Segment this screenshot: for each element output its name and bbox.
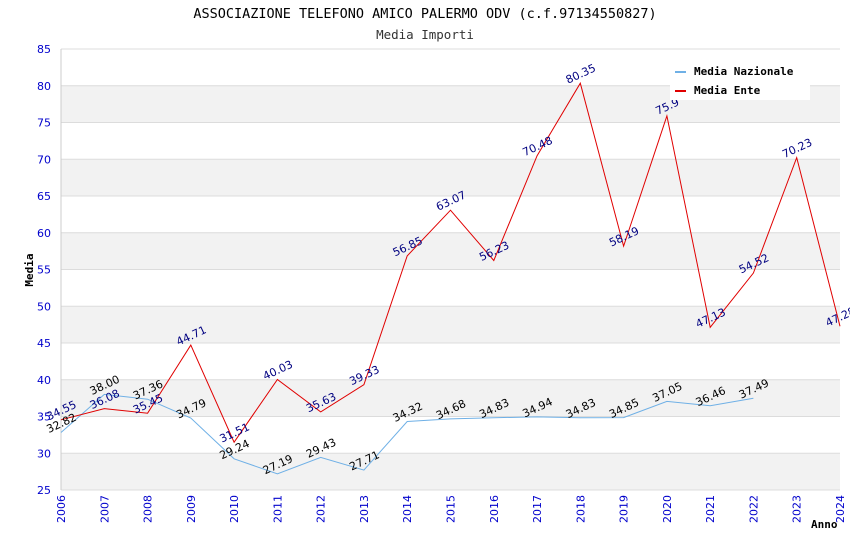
grid-band xyxy=(61,453,840,490)
x-tick-label: 2018 xyxy=(574,495,587,523)
x-tick-label: 2013 xyxy=(358,495,371,523)
legend-label-media-nazionale: Media Nazionale xyxy=(694,65,794,78)
y-tick-label: 60 xyxy=(37,227,51,240)
legend-label-media-ente: Media Ente xyxy=(694,84,761,97)
x-tick-label: 2014 xyxy=(401,495,414,523)
grid-band xyxy=(61,232,840,270)
y-tick-label: 75 xyxy=(37,117,51,130)
y-tick-label: 65 xyxy=(37,190,51,203)
y-tick-label: 50 xyxy=(37,300,51,313)
grid-band xyxy=(61,306,840,343)
y-tick-label: 25 xyxy=(37,484,51,497)
x-tick-label: 2024 xyxy=(834,495,847,523)
legend: Media Nazionale Media Ente xyxy=(670,60,810,100)
y-tick-label: 35 xyxy=(37,411,51,424)
y-tick-label: 45 xyxy=(37,337,51,350)
y-tick-label: 70 xyxy=(37,153,51,166)
grid-band xyxy=(61,379,840,417)
y-tick-label: 85 xyxy=(37,43,51,56)
x-tick-label: 2006 xyxy=(55,495,68,523)
x-tick-label: 2019 xyxy=(618,495,631,523)
y-tick-label: 55 xyxy=(37,264,51,277)
x-tick-label: 2011 xyxy=(271,495,284,523)
x-tick-label: 2009 xyxy=(185,495,198,523)
x-axis-title: Anno xyxy=(811,518,838,531)
x-tick-label: 2008 xyxy=(142,495,155,523)
y-axis-title: Media xyxy=(23,253,36,286)
series-line-media-ente xyxy=(60,81,841,444)
x-tick-label: 2023 xyxy=(791,495,804,523)
y-tick-label: 30 xyxy=(37,447,51,460)
x-tick-label: 2020 xyxy=(661,495,674,523)
x-tick-label: 2015 xyxy=(445,495,458,523)
y-tick-label: 80 xyxy=(37,80,51,93)
grid-band xyxy=(61,159,840,196)
x-axis-ticks: 2006 2007 2008 2009 2010 2011 2012 2013 2014 2015… xyxy=(55,495,847,523)
y-axis-ticks: 25 30 35 40 45 50 55 60 65 70 75 80 85 xyxy=(37,43,51,497)
series-line-media-nazionale xyxy=(60,393,754,475)
x-tick-label: 2016 xyxy=(488,495,501,523)
grid-lines xyxy=(60,48,840,491)
x-tick-label: 2021 xyxy=(704,495,717,523)
series-lines xyxy=(60,81,841,475)
x-tick-label: 2022 xyxy=(747,495,760,523)
legend-box xyxy=(670,60,810,100)
x-tick-label: 2007 xyxy=(98,495,111,523)
x-tick-label: 2012 xyxy=(315,495,328,523)
chart-title: ASSOCIAZIONE TELEFONO AMICO PALERMO ODV … xyxy=(193,6,656,22)
grid-bands xyxy=(61,85,840,490)
x-tick-label: 2017 xyxy=(531,495,544,523)
chart-subtitle: Media Importi xyxy=(376,27,474,42)
x-tick-label: 2010 xyxy=(228,495,241,523)
y-tick-label: 40 xyxy=(37,374,51,387)
